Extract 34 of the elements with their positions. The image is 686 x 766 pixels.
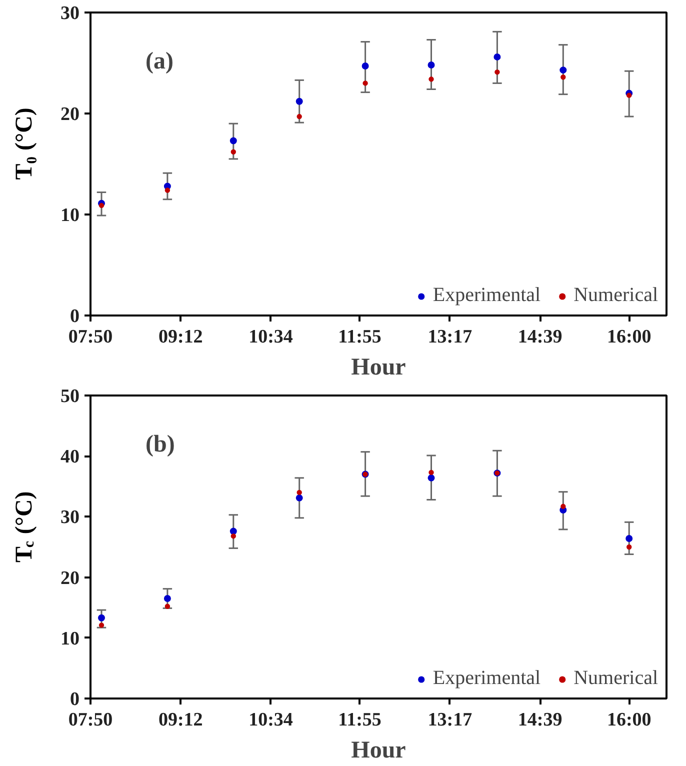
legend-label: Numerical xyxy=(574,284,658,307)
annotation: (a) xyxy=(146,48,174,74)
legend-label: Experimental xyxy=(432,667,541,690)
x-tick-label: 14:39 xyxy=(518,326,562,348)
x-tick-label: 16:00 xyxy=(606,710,652,730)
y-axis-title: Tc (°C) xyxy=(12,491,38,562)
x-tick-label: 10:34 xyxy=(248,710,294,730)
legend-label: Experimental xyxy=(432,284,541,307)
y-tick-label: 30 xyxy=(60,3,80,24)
x-tick-label: 13:17 xyxy=(428,710,473,730)
y-tick-label: 0 xyxy=(70,689,80,710)
y-tick-label: 20 xyxy=(60,568,80,589)
x-tick-label: 07:50 xyxy=(68,710,113,730)
y-tick-label: 40 xyxy=(60,446,80,468)
x-tick-label: 09:12 xyxy=(158,710,203,730)
x-tick-label: 11:55 xyxy=(338,326,382,348)
y-tick-label: 10 xyxy=(60,628,80,650)
x-tick-label: 07:50 xyxy=(68,326,113,348)
x-tick-label: 16:00 xyxy=(606,326,652,348)
y-tick-label: 0 xyxy=(70,306,80,327)
x-tick-label: 09:12 xyxy=(158,326,203,348)
x-tick-label: 10:34 xyxy=(248,326,294,348)
annotation: (b) xyxy=(146,432,175,458)
x-tick-label: 13:17 xyxy=(428,326,473,348)
x-tick-label: 14:39 xyxy=(518,710,562,730)
y-axis-title: T₀ (°C) xyxy=(12,108,38,180)
y-tick-label: 30 xyxy=(60,507,80,528)
y-tick-label: 10 xyxy=(60,205,80,226)
legend-label: Numerical xyxy=(574,667,658,690)
y-tick-label: 20 xyxy=(60,104,80,125)
x-axis-title: Hour xyxy=(351,354,406,380)
y-tick-label: 50 xyxy=(60,386,80,407)
x-tick-label: 11:55 xyxy=(338,710,382,730)
x-axis-title: Hour xyxy=(351,738,406,764)
